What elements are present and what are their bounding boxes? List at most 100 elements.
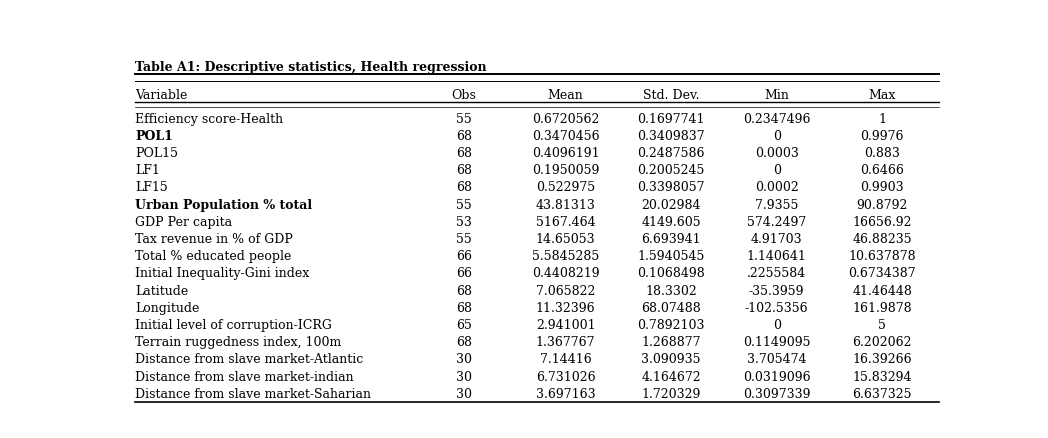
Text: Tax revenue in % of GDP: Tax revenue in % of GDP <box>135 233 293 246</box>
Text: 161.9878: 161.9878 <box>852 302 912 315</box>
Text: 20.02984: 20.02984 <box>641 198 701 212</box>
Text: 0.883: 0.883 <box>865 147 900 160</box>
Text: 1.720329: 1.720329 <box>641 388 701 401</box>
Text: 574.2497: 574.2497 <box>747 216 806 229</box>
Text: Std. Dev.: Std. Dev. <box>642 88 699 102</box>
Text: 0.6720562: 0.6720562 <box>531 113 599 126</box>
Text: 10.637878: 10.637878 <box>849 250 916 263</box>
Text: -35.3959: -35.3959 <box>749 285 805 297</box>
Text: 6.731026: 6.731026 <box>536 371 595 384</box>
Text: POL15: POL15 <box>135 147 178 160</box>
Text: 0.2347496: 0.2347496 <box>743 113 810 126</box>
Text: 0.6466: 0.6466 <box>860 164 904 177</box>
Text: 1.5940545: 1.5940545 <box>637 250 705 263</box>
Text: Max: Max <box>869 88 896 102</box>
Text: 5.5845285: 5.5845285 <box>532 250 599 263</box>
Text: Obs: Obs <box>452 88 477 102</box>
Text: 0.0319096: 0.0319096 <box>743 371 810 384</box>
Text: Variable: Variable <box>135 88 188 102</box>
Text: 11.32396: 11.32396 <box>536 302 595 315</box>
Text: 4.164672: 4.164672 <box>641 371 701 384</box>
Text: 2.941001: 2.941001 <box>536 319 595 332</box>
Text: Terrain ruggedness index, 100m: Terrain ruggedness index, 100m <box>135 336 342 349</box>
Text: 0.3398057: 0.3398057 <box>637 181 705 194</box>
Text: 7.065822: 7.065822 <box>536 285 595 297</box>
Text: 1.268877: 1.268877 <box>641 336 701 349</box>
Text: 4.91703: 4.91703 <box>750 233 803 246</box>
Text: 3.697163: 3.697163 <box>536 388 595 401</box>
Text: 0.7892103: 0.7892103 <box>637 319 705 332</box>
Text: 6.693941: 6.693941 <box>641 233 701 246</box>
Text: 0.3470456: 0.3470456 <box>531 130 599 143</box>
Text: 6.202062: 6.202062 <box>852 336 912 349</box>
Text: 15.83294: 15.83294 <box>852 371 912 384</box>
Text: Mean: Mean <box>548 88 584 102</box>
Text: 0: 0 <box>772 130 781 143</box>
Text: Latitude: Latitude <box>135 285 189 297</box>
Text: 0.1950059: 0.1950059 <box>531 164 599 177</box>
Text: Distance from slave market-indian: Distance from slave market-indian <box>135 371 353 384</box>
Text: 53: 53 <box>456 216 472 229</box>
Text: 0.3409837: 0.3409837 <box>637 130 705 143</box>
Text: Efficiency score-Health: Efficiency score-Health <box>135 113 283 126</box>
Text: 30: 30 <box>456 371 472 384</box>
Text: Total % educated people: Total % educated people <box>135 250 291 263</box>
Text: Initial Inequality-Gini index: Initial Inequality-Gini index <box>135 267 309 280</box>
Text: 55: 55 <box>456 233 472 246</box>
Text: 68: 68 <box>456 164 472 177</box>
Text: 41.46448: 41.46448 <box>852 285 912 297</box>
Text: 1: 1 <box>878 113 887 126</box>
Text: 0.2487586: 0.2487586 <box>637 147 705 160</box>
Text: 16.39266: 16.39266 <box>852 353 912 367</box>
Text: 55: 55 <box>456 198 472 212</box>
Text: POL1: POL1 <box>135 130 173 143</box>
Text: Table A1: Descriptive statistics, Health regression: Table A1: Descriptive statistics, Health… <box>135 61 486 74</box>
Text: 68: 68 <box>456 181 472 194</box>
Text: 43.81313: 43.81313 <box>536 198 595 212</box>
Text: Distance from slave market-Saharian: Distance from slave market-Saharian <box>135 388 371 401</box>
Text: 0.6734387: 0.6734387 <box>849 267 916 280</box>
Text: 30: 30 <box>456 388 472 401</box>
Text: 1.367767: 1.367767 <box>536 336 595 349</box>
Text: 0.1068498: 0.1068498 <box>637 267 705 280</box>
Text: -102.5356: -102.5356 <box>745 302 808 315</box>
Text: 68: 68 <box>456 336 472 349</box>
Text: 65: 65 <box>456 319 472 332</box>
Text: 46.88235: 46.88235 <box>852 233 912 246</box>
Text: 0.1697741: 0.1697741 <box>637 113 705 126</box>
Text: 0.522975: 0.522975 <box>536 181 595 194</box>
Text: 66: 66 <box>456 267 472 280</box>
Text: 68: 68 <box>456 147 472 160</box>
Text: 14.65053: 14.65053 <box>536 233 595 246</box>
Text: 68: 68 <box>456 130 472 143</box>
Text: 3.090935: 3.090935 <box>641 353 701 367</box>
Text: Distance from slave market-Atlantic: Distance from slave market-Atlantic <box>135 353 364 367</box>
Text: Longitude: Longitude <box>135 302 199 315</box>
Text: 30: 30 <box>456 353 472 367</box>
Text: 0.9903: 0.9903 <box>860 181 904 194</box>
Text: Min: Min <box>764 88 789 102</box>
Text: 7.9355: 7.9355 <box>755 198 799 212</box>
Text: Urban Population % total: Urban Population % total <box>135 198 312 212</box>
Text: LF1: LF1 <box>135 164 160 177</box>
Text: 7.14416: 7.14416 <box>540 353 591 367</box>
Text: 0.1149095: 0.1149095 <box>743 336 810 349</box>
Text: 0: 0 <box>772 164 781 177</box>
Text: 5: 5 <box>878 319 887 332</box>
Text: 0.9976: 0.9976 <box>860 130 904 143</box>
Text: 0: 0 <box>772 319 781 332</box>
Text: Initial level of corruption-ICRG: Initial level of corruption-ICRG <box>135 319 332 332</box>
Text: 68.07488: 68.07488 <box>641 302 701 315</box>
Text: 0.4408219: 0.4408219 <box>531 267 599 280</box>
Text: 4149.605: 4149.605 <box>641 216 701 229</box>
Text: 3.705474: 3.705474 <box>747 353 807 367</box>
Text: 5167.464: 5167.464 <box>536 216 595 229</box>
Text: 0.0002: 0.0002 <box>755 181 799 194</box>
Text: 0.2005245: 0.2005245 <box>637 164 705 177</box>
Text: 6.637325: 6.637325 <box>852 388 912 401</box>
Text: .2255584: .2255584 <box>747 267 806 280</box>
Text: 16656.92: 16656.92 <box>852 216 912 229</box>
Text: 0.4096191: 0.4096191 <box>531 147 599 160</box>
Text: LF15: LF15 <box>135 181 168 194</box>
Text: GDP Per capita: GDP Per capita <box>135 216 233 229</box>
